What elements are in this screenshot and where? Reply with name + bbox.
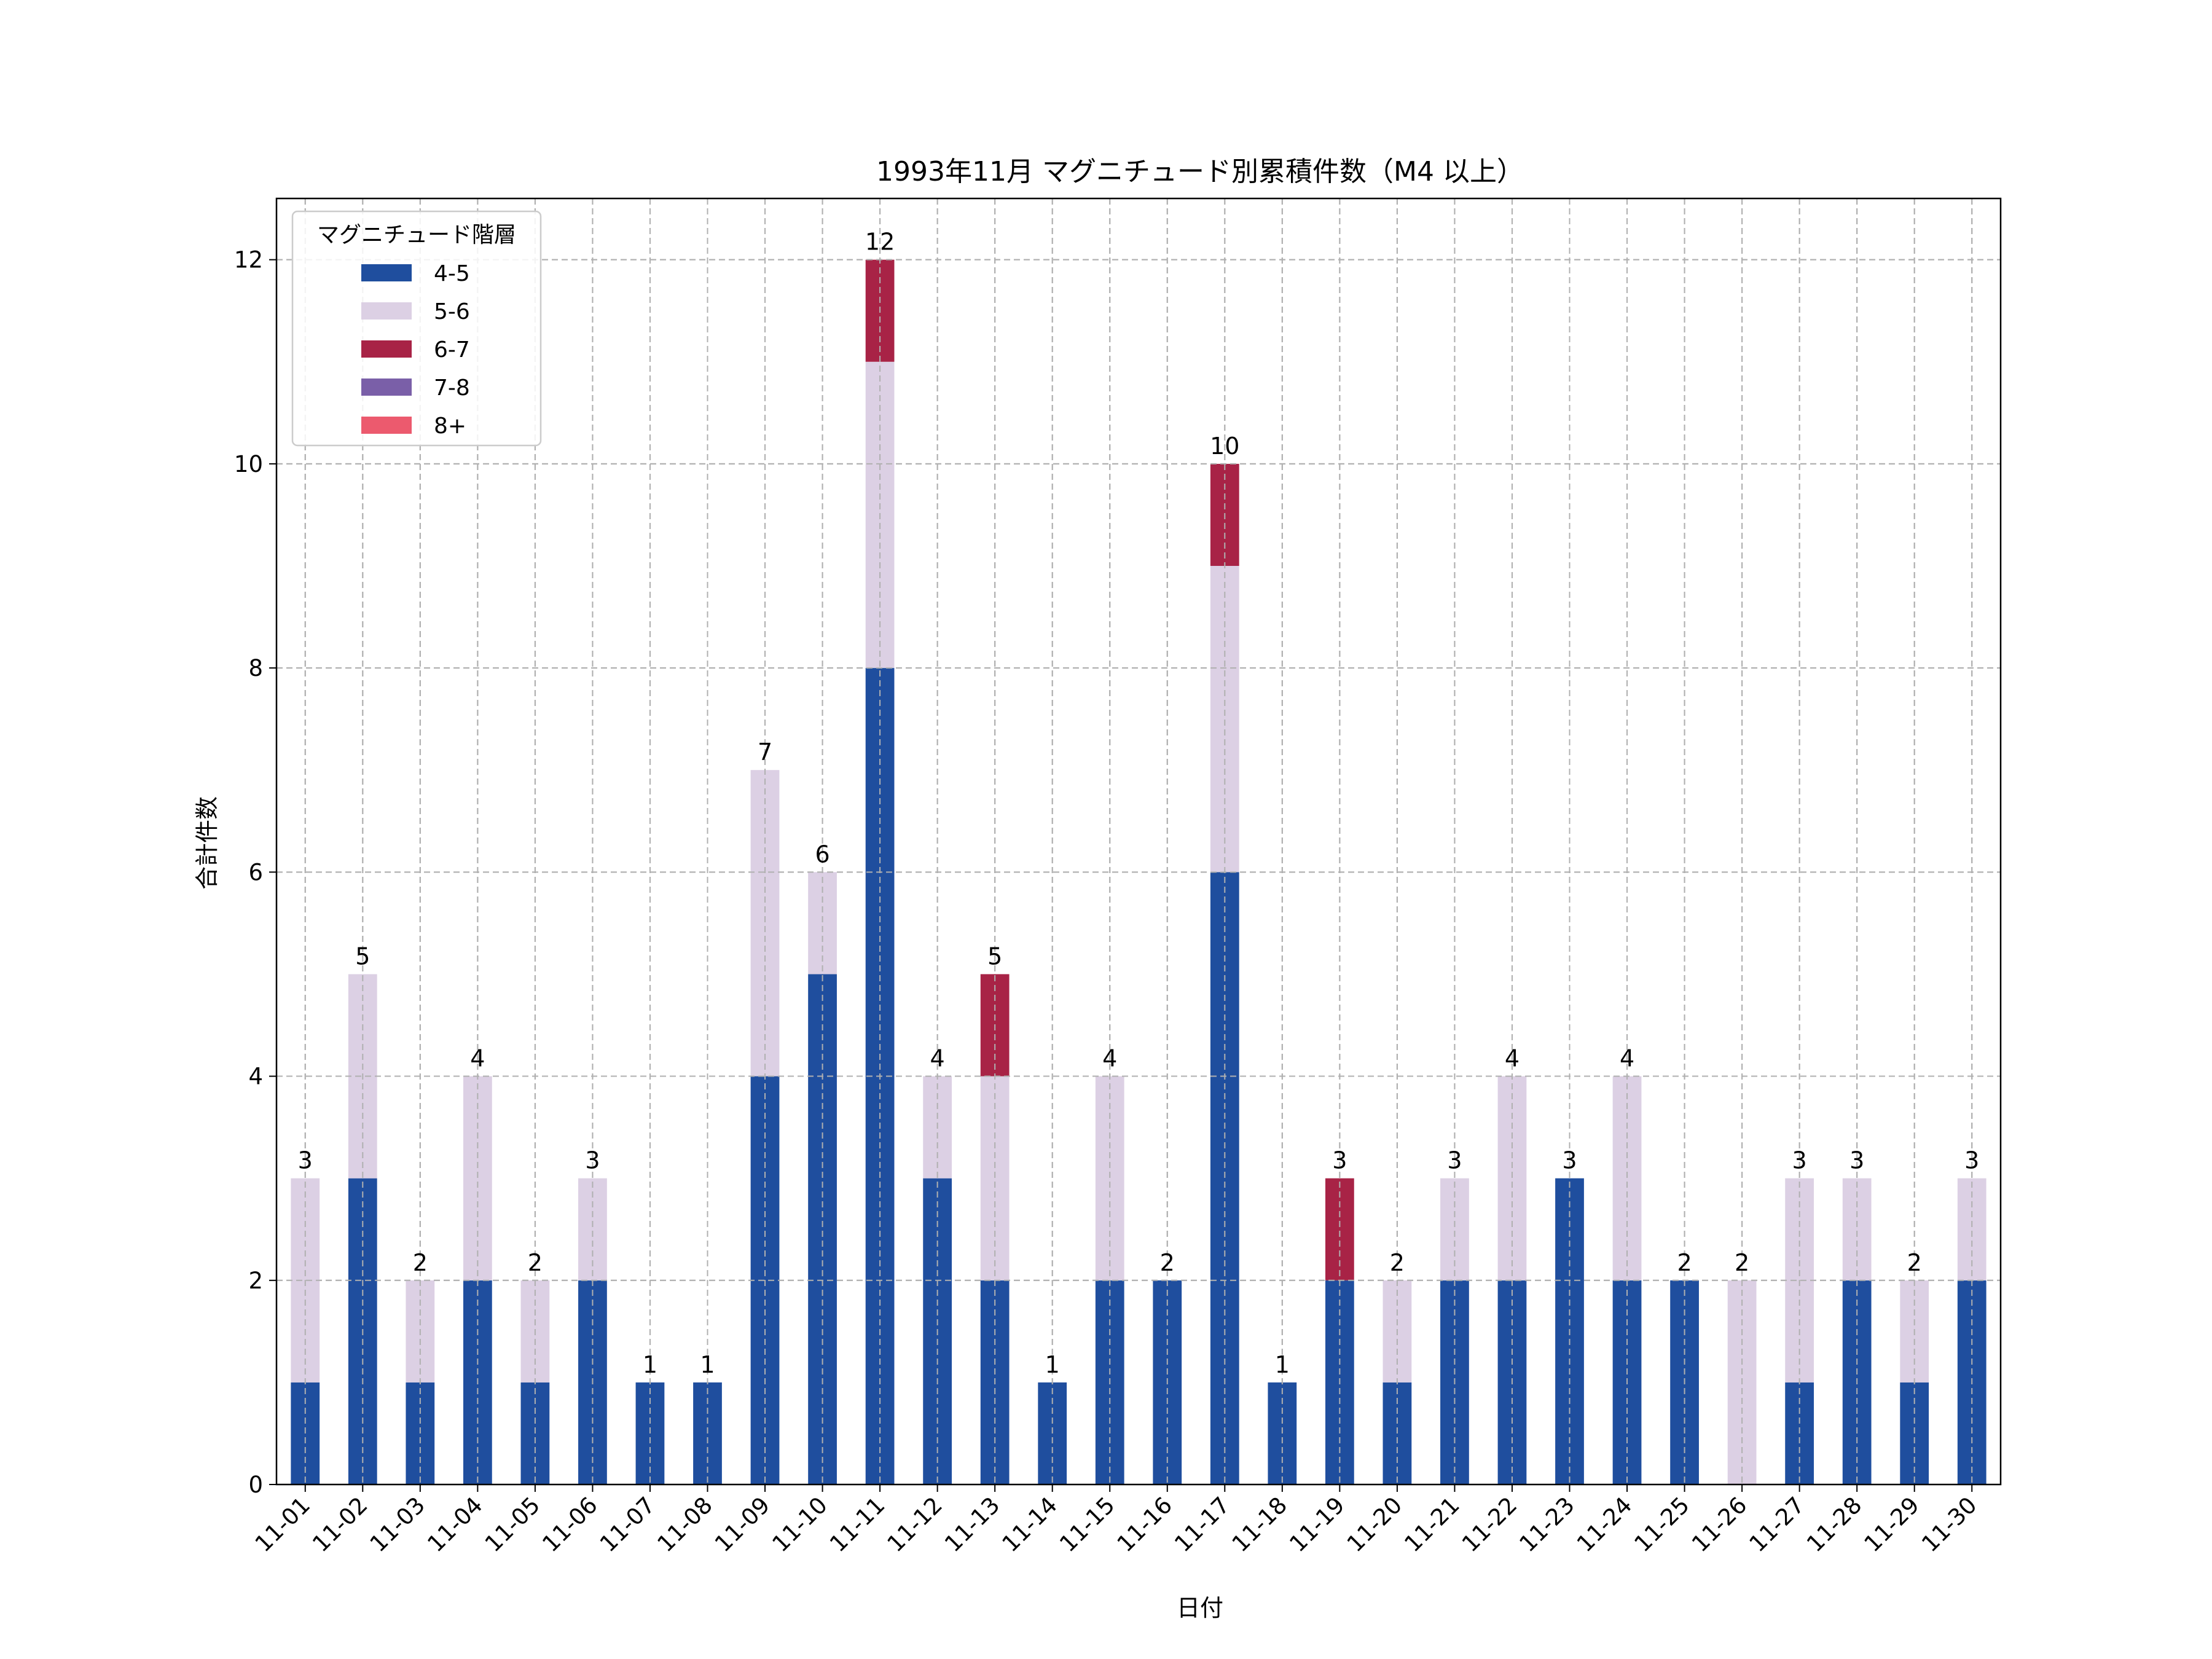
chart-title: 1993年11月 マグニチュード別累積件数（M4 以上） [876,156,1524,187]
legend-label: 8+ [434,414,466,439]
bar-total-label: 5 [987,943,1002,970]
x-tick-label: 11-15 [1054,1492,1120,1557]
x-tick-label: 11-23 [1514,1492,1579,1557]
x-tick-label: 11-12 [882,1492,947,1557]
bar-total-label: 3 [1964,1147,1979,1174]
bar-total-label: 5 [355,943,370,970]
y-tick-label: 10 [234,451,263,477]
x-tick-label: 11-30 [1916,1492,1982,1557]
y-tick-label: 2 [248,1268,263,1294]
bar-total-label: 2 [1907,1249,1922,1276]
x-tick-label: 11-20 [1342,1492,1407,1557]
x-tick-label: 11-03 [365,1492,430,1557]
bar-total-label: 1 [1045,1351,1060,1378]
x-tick-label: 11-09 [710,1492,775,1557]
x-tick-label: 11-27 [1744,1492,1810,1557]
legend-swatch-5-6 [361,302,412,320]
bar-total-label: 2 [1735,1249,1749,1276]
y-tick-label: 8 [248,655,263,681]
x-tick-label: 11-28 [1802,1492,1867,1557]
x-tick-label: 11-25 [1630,1492,1695,1557]
x-tick-label: 11-06 [537,1492,602,1557]
bar-total-label: 6 [815,841,830,868]
bar-total-label: 2 [1390,1249,1405,1276]
x-tick-label: 11-18 [1227,1492,1292,1557]
y-tick-label: 6 [248,859,263,885]
x-tick-label: 11-04 [422,1492,487,1557]
legend-swatch-8+ [361,417,412,434]
y-axis-ticks: 0 2 4 6 8 10 12 [234,247,276,1498]
y-tick-label: 12 [234,247,263,273]
bar-total-label: 2 [528,1249,543,1276]
y-tick-label: 4 [248,1064,263,1090]
bar-total-label: 3 [1792,1147,1807,1174]
x-tick-label: 11-02 [307,1492,372,1557]
bar-total-label: 10 [1210,433,1239,460]
bar-total-label: 3 [585,1147,600,1174]
bar-total-label: 7 [758,739,772,766]
bar-total-label: 1 [700,1351,715,1378]
x-tick-label: 11-21 [1399,1492,1464,1557]
x-tick-label: 11-24 [1572,1492,1637,1557]
x-tick-label: 11-19 [1284,1492,1349,1557]
x-tick-label: 11-08 [652,1492,717,1557]
x-tick-label: 11-17 [1169,1492,1234,1557]
legend-box [291,210,542,447]
bar-total-label: 3 [1332,1147,1347,1174]
bar-total-label: 1 [1275,1351,1290,1378]
bar-total-label: 2 [413,1249,428,1276]
x-tick-label: 11-13 [939,1492,1005,1557]
bar-total-label: 3 [1849,1147,1864,1174]
bar-total-label: 2 [1160,1249,1175,1276]
legend-label: 7-8 [434,375,470,401]
bar-total-label: 3 [1562,1147,1577,1174]
plot-frame [275,197,2002,1486]
legend-swatch-7-8 [361,378,412,396]
bar-total-label: 1 [643,1351,657,1378]
bar-total-label: 4 [1102,1045,1117,1072]
bar-total-label: 4 [1620,1045,1634,1072]
x-axis-ticks: 11-0111-0211-0311-0411-0511-0611-0711-08… [250,1484,1982,1557]
bar-total-label: 4 [1505,1045,1520,1072]
legend-label: 5-6 [434,299,470,324]
y-axis-label: 合計件数 [194,796,221,890]
x-tick-label: 11-07 [595,1492,660,1557]
y-tick-label: 0 [248,1472,263,1498]
x-tick-label: 11-05 [480,1492,545,1557]
bar-total-label: 4 [470,1045,485,1072]
x-tick-label: 11-14 [997,1492,1062,1557]
legend-label: 4-5 [434,261,470,286]
x-tick-label: 11-29 [1859,1492,1924,1557]
x-tick-label: 11-01 [250,1492,315,1557]
bar-total-labels: 3 5 2 4 2 3 1 1 7 6 12 4 5 1 4 2 10 1 3 2 3 4 3 4 2 2 3 3 2 3 [298,229,1980,1378]
bar-total-label: 3 [298,1147,313,1174]
bar-total-label: 2 [1677,1249,1692,1276]
x-tick-label: 11-16 [1112,1492,1177,1557]
legend-label: 6-7 [434,337,470,363]
bar-total-label: 4 [930,1045,945,1072]
x-tick-label: 11-22 [1457,1492,1522,1557]
bar-total-label: 12 [865,229,895,256]
x-axis-label: 日付 [1177,1594,1223,1622]
x-tick-label: 11-26 [1687,1492,1752,1557]
x-tick-label: 11-10 [767,1492,833,1557]
legend: マグニチュード階層 4-5 5-6 6-7 7-8 8+ [291,210,542,447]
legend-swatch-4-5 [361,264,412,281]
bar-total-label: 3 [1447,1147,1462,1174]
legend-swatch-6-7 [361,340,412,358]
x-tick-label: 11-11 [825,1492,890,1557]
legend-entries: 4-5 5-6 6-7 7-8 8+ [361,261,470,439]
legend-title: マグニチュード階層 [317,222,516,248]
